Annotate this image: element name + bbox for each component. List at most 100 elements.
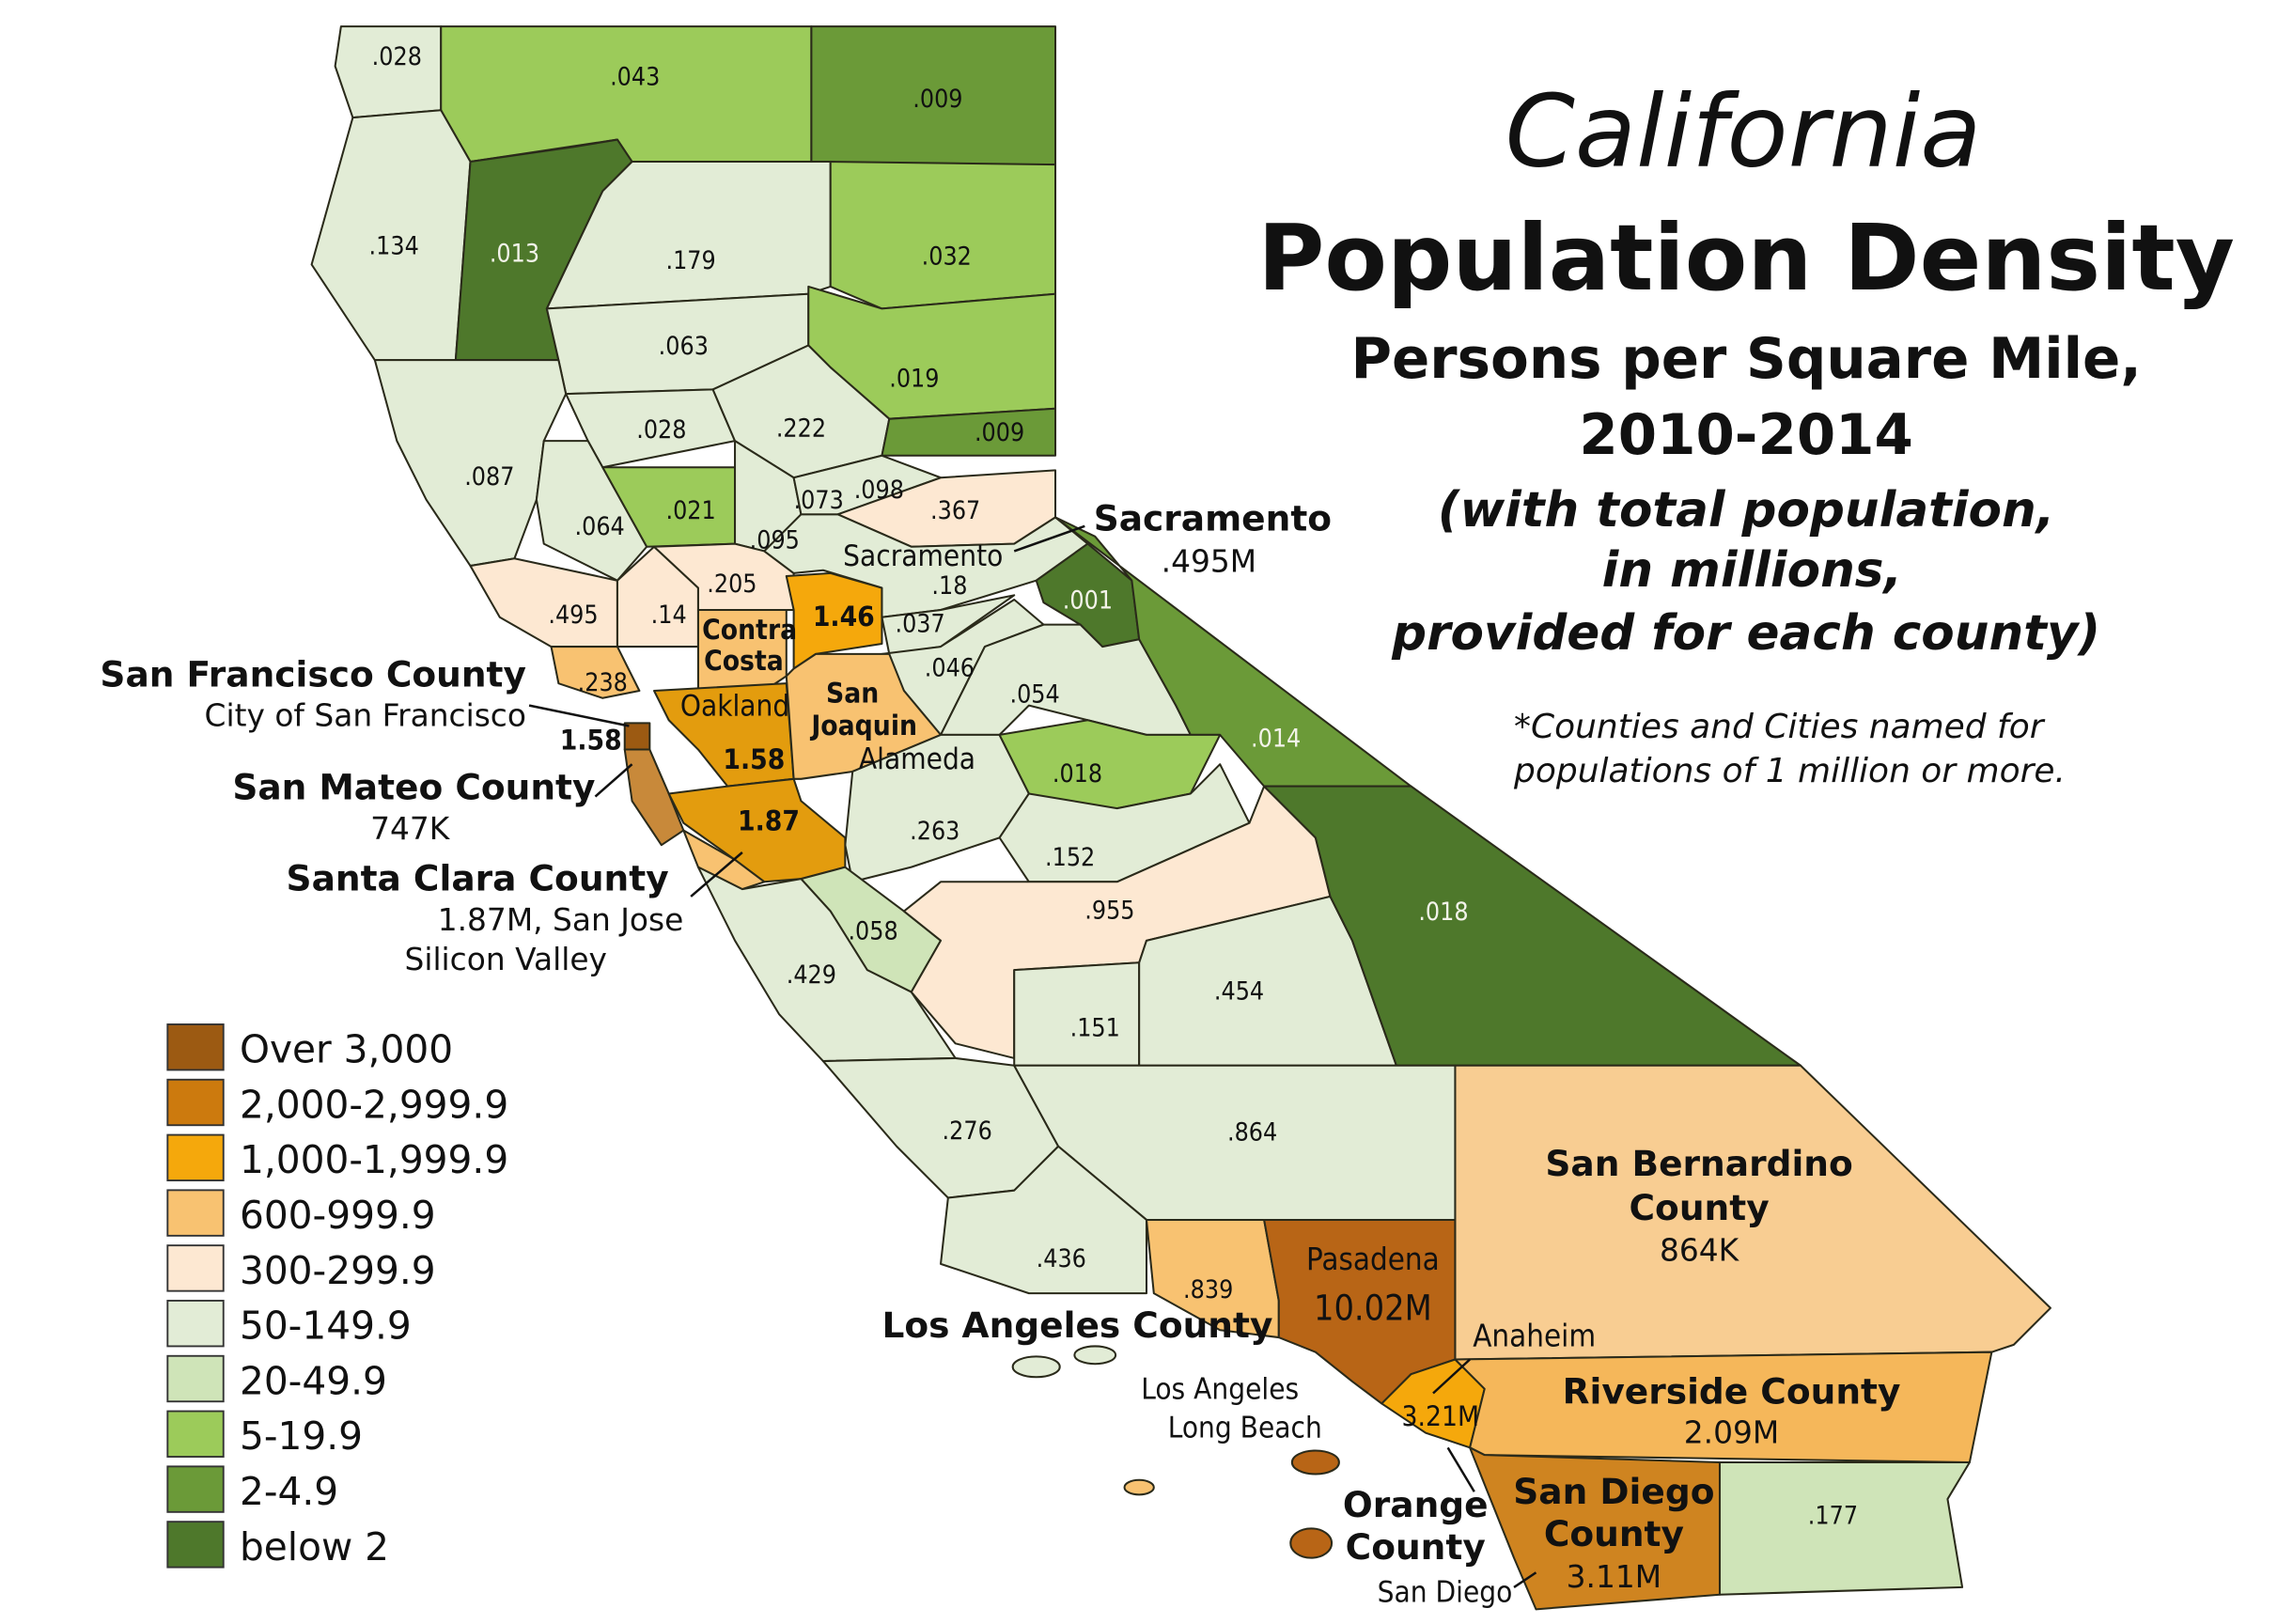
county-value: .238 — [578, 668, 628, 697]
county-region — [881, 594, 1016, 655]
county-value: .032 — [922, 242, 972, 271]
county-value: .152 — [1045, 843, 1095, 872]
legend-label: 300-299.9 — [240, 1248, 436, 1293]
county-value: .018 — [1418, 898, 1468, 927]
county-region — [550, 646, 641, 699]
anaheim-label: Anaheim — [1473, 1318, 1596, 1353]
contra-costa-label: Costa — [704, 645, 784, 678]
county-value: .429 — [787, 960, 836, 990]
los-angeles-callout-name: Los Angeles County — [881, 1304, 1272, 1346]
county-value: .436 — [1037, 1244, 1086, 1273]
title-line-5: (with total population, — [1438, 482, 2054, 539]
county-region — [940, 1145, 1148, 1295]
san-bernardino-callout-name: San Bernardino — [1545, 1143, 1852, 1184]
legend-label: 20-49.9 — [240, 1358, 387, 1403]
legend-swatch — [166, 1244, 225, 1292]
legend-swatch — [166, 1189, 225, 1237]
island — [1289, 1527, 1334, 1559]
county-value: .495 — [548, 601, 598, 630]
county-value: .367 — [930, 496, 980, 525]
san-mateo-callout-name: San Mateo County — [232, 767, 595, 808]
long-beach-label: Long Beach — [1168, 1411, 1322, 1444]
sacramento-callout-detail: .495M — [1162, 543, 1256, 579]
county-value: 1.58 — [560, 725, 622, 757]
contra-costa-label: Contra — [702, 614, 797, 647]
alameda-label: Alameda — [859, 742, 975, 776]
title-line-1: California — [1505, 74, 1982, 191]
legend-swatch — [166, 1023, 225, 1071]
note-line-1: *Counties and Cities named for — [1514, 708, 2046, 746]
county-value: .064 — [575, 512, 625, 541]
riverside-callout-detail: 2.09M — [1684, 1415, 1779, 1451]
legend-label: 1,000-1,999.9 — [240, 1137, 508, 1182]
oakland-label: Oakland — [680, 690, 789, 724]
san-francisco-callout-name: San Francisco County — [100, 653, 526, 695]
county-value: .063 — [659, 332, 709, 361]
callout-lines — [528, 524, 1537, 1588]
legend-label: 5-19.9 — [240, 1413, 363, 1459]
county-region — [1263, 785, 1802, 1067]
island — [1011, 1355, 1061, 1379]
county-value: .001 — [1063, 586, 1113, 615]
legend: Over 3,000 2,000-2,999.9 1,000-1,999.9 600-… — [166, 1023, 508, 1569]
county-value: .018 — [1053, 759, 1102, 789]
sacramento-callout-name: Sacramento — [1094, 498, 1332, 539]
county-region — [829, 161, 1057, 310]
title-line-7: provided for each county) — [1391, 605, 2100, 662]
county-value: .14 — [651, 601, 687, 630]
county-region — [535, 440, 648, 582]
county-region — [1718, 1460, 1971, 1596]
county-value: .028 — [636, 415, 686, 445]
legend-swatch — [166, 1410, 225, 1458]
county-value: .054 — [1010, 679, 1060, 709]
san-mateo-callout-detail: 747K — [370, 811, 451, 847]
map-title: California Population Density Persons pe… — [1257, 74, 2235, 790]
inline-labels: Contra Costa Oakland San Joaquin Alameda… — [560, 539, 1596, 1609]
county-region — [334, 25, 443, 119]
county-value: .263 — [910, 817, 959, 846]
legend-label: 2,000-2,999.9 — [240, 1082, 508, 1127]
legend-label: 50-149.9 — [240, 1304, 412, 1349]
county-values: .028 .043 .009 .134 .013 .179 .032 .063 … — [369, 42, 1858, 1531]
orange-population: 3.21M — [1402, 1400, 1480, 1433]
san-bernardino-callout-name: County — [1630, 1187, 1770, 1228]
legend-label: 600-999.9 — [240, 1193, 436, 1238]
county-value: .014 — [1251, 724, 1301, 753]
callouts: Sacramento .495M San Francisco County Ci… — [100, 498, 1900, 1595]
legend-swatch — [166, 1354, 225, 1403]
title-line-6: in millions, — [1602, 542, 1902, 599]
county-value: .087 — [464, 462, 514, 492]
county-value: .179 — [666, 246, 716, 275]
island — [1073, 1345, 1117, 1366]
pasadena-label: Pasadena — [1306, 1241, 1440, 1277]
county-value: .046 — [925, 653, 975, 682]
county-value: 1.87 — [738, 805, 800, 838]
island — [1123, 1478, 1155, 1496]
san-diego-callout-name: County — [1544, 1513, 1684, 1554]
county-value: .205 — [707, 570, 757, 599]
title-line-2: Population Density — [1257, 205, 2235, 311]
county-regions — [310, 25, 2051, 1611]
county-value: .454 — [1214, 976, 1264, 1006]
county-value: .095 — [750, 525, 800, 554]
county-value: 1.58 — [723, 743, 785, 776]
san-bernardino-callout-detail: 864K — [1660, 1233, 1740, 1269]
county-value: .073 — [794, 486, 844, 515]
la-population: 10.02M — [1314, 1287, 1432, 1328]
county-value: .222 — [776, 414, 826, 443]
county-value: .043 — [610, 63, 660, 92]
county-value: .028 — [372, 42, 422, 71]
county-value: .098 — [854, 476, 904, 505]
san-diego-city-label: San Diego — [1378, 1576, 1513, 1610]
county-value: .013 — [490, 239, 539, 268]
note-line-2: populations of 1 million or more. — [1513, 752, 2066, 790]
title-line-4: 2010-2014 — [1579, 403, 1912, 468]
legend-swatch — [166, 1133, 225, 1181]
san-francisco-callout-detail: City of San Francisco — [205, 698, 526, 734]
san-diego-callout-detail: 3.11M — [1567, 1559, 1661, 1595]
orange-callout-name: Orange — [1343, 1484, 1489, 1525]
county-value: .037 — [896, 609, 945, 638]
legend-swatch — [166, 1300, 225, 1348]
santa-clara-callout-name: Santa Clara County — [287, 858, 669, 899]
san-diego-callout-name: San Diego — [1513, 1471, 1714, 1512]
